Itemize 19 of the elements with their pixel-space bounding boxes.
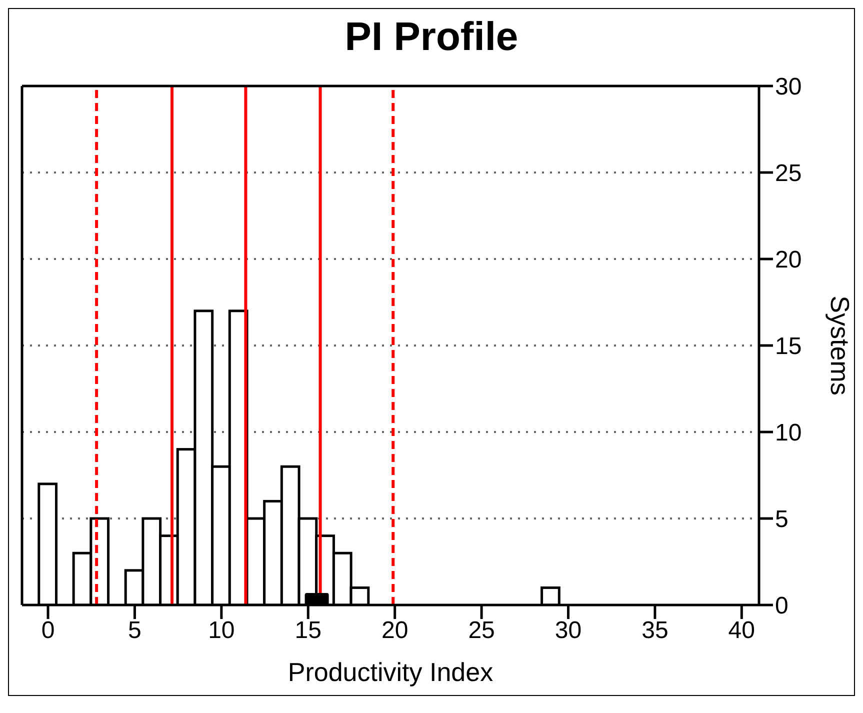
x-tick-label: 35 (642, 617, 668, 644)
y-tick-label: 20 (775, 246, 802, 274)
x-tick-label: 20 (381, 617, 408, 644)
x-axis-title: Productivity Index (288, 657, 494, 687)
x-tick-label: 15 (294, 617, 322, 644)
y-tick-label: 15 (775, 333, 802, 360)
y-tick-label: 25 (775, 160, 802, 188)
x-tick-label: 5 (128, 617, 142, 644)
y-tick-label: 5 (775, 506, 788, 534)
x-tick-label: 40 (728, 617, 756, 644)
y-axis-title: Systems (824, 296, 855, 396)
y-tick-label: 30 (775, 74, 802, 101)
x-tick-label: 0 (41, 617, 55, 644)
x-tick-label: 25 (468, 617, 495, 644)
x-tick-label: 10 (208, 617, 235, 644)
y-tick-label: 10 (775, 420, 802, 447)
x-tick-label: 30 (554, 617, 582, 644)
chart-title: PI Profile (344, 14, 520, 61)
y-tick-label: 0 (775, 592, 788, 620)
